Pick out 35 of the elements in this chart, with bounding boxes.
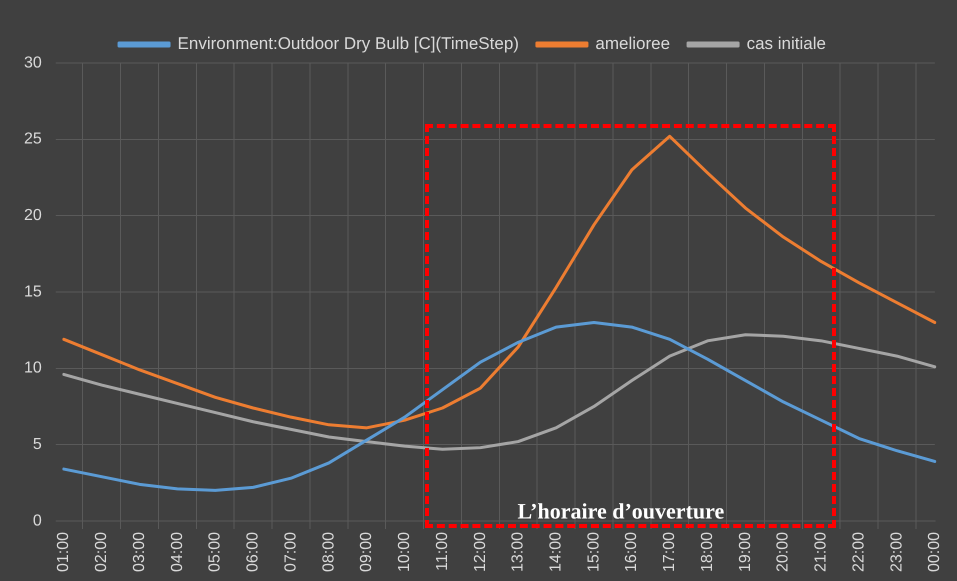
x-tick-label: 06:00	[244, 532, 262, 572]
x-tick-label: 17:00	[661, 532, 678, 572]
x-tick-label: 09:00	[358, 532, 376, 572]
annotation: L’horaire d’ouverture	[518, 498, 724, 524]
x-tick-label: 08:00	[320, 532, 338, 572]
x-tick-label: 18:00	[698, 532, 716, 572]
legend-label: Environment:Outdoor Dry Bulb [C](TimeStep)	[178, 34, 519, 54]
x-tick-label: 13:00	[510, 532, 527, 572]
x-tick-label: 12:00	[472, 532, 489, 572]
x-tick-label: 10:00	[396, 532, 414, 572]
x-tick-label: 01:00	[55, 532, 72, 572]
x-tick-label: 16:00	[623, 532, 640, 572]
x-tick-label: 21:00	[812, 532, 830, 572]
y-tick-label: 20	[24, 207, 42, 224]
legend-label: cas initiale	[746, 34, 826, 54]
x-tick-label: 03:00	[130, 532, 148, 572]
y-tick-label: 10	[24, 360, 42, 377]
x-tick-label: 02:00	[93, 532, 110, 572]
x-tick-label: 15:00	[585, 532, 602, 572]
y-tick-label: 15	[24, 283, 42, 300]
x-tick-label: 20:00	[774, 532, 792, 572]
y-tick-label: 5	[32, 436, 42, 454]
x-tick-label: 07:00	[282, 532, 300, 572]
x-tick-label: 14:00	[548, 532, 565, 572]
y-tick-label: 30	[24, 54, 42, 72]
x-tick-label: 22:00	[850, 532, 868, 572]
x-tick-label: 04:00	[168, 532, 186, 572]
y-tick-label: 0	[32, 512, 42, 530]
y-tick-label: 25	[24, 130, 42, 148]
x-tick-label: 05:00	[206, 532, 224, 572]
x-tick-label: 00:00	[926, 532, 944, 572]
x-tick-label: 11:00	[434, 532, 451, 571]
x-tick-label: 23:00	[888, 532, 906, 572]
x-tick-label: 19:00	[736, 532, 754, 572]
legend-label: amelioree	[595, 34, 670, 54]
